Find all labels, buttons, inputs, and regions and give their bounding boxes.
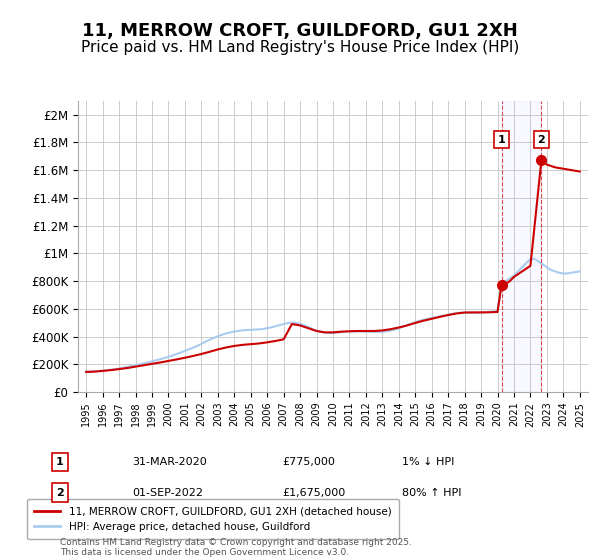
Text: Price paid vs. HM Land Registry's House Price Index (HPI): Price paid vs. HM Land Registry's House … bbox=[81, 40, 519, 55]
Text: £775,000: £775,000 bbox=[282, 457, 335, 467]
Text: 1% ↓ HPI: 1% ↓ HPI bbox=[402, 457, 454, 467]
Text: 80% ↑ HPI: 80% ↑ HPI bbox=[402, 488, 461, 498]
Text: 01-SEP-2022: 01-SEP-2022 bbox=[132, 488, 203, 498]
Bar bbox=[502, 101, 541, 392]
Legend: 11, MERROW CROFT, GUILDFORD, GU1 2XH (detached house), HPI: Average price, detac: 11, MERROW CROFT, GUILDFORD, GU1 2XH (de… bbox=[27, 499, 399, 539]
Text: 2: 2 bbox=[56, 488, 64, 498]
Text: Contains HM Land Registry data © Crown copyright and database right 2025.
This d: Contains HM Land Registry data © Crown c… bbox=[60, 538, 412, 557]
Text: £1,675,000: £1,675,000 bbox=[282, 488, 345, 498]
Text: 11, MERROW CROFT, GUILDFORD, GU1 2XH: 11, MERROW CROFT, GUILDFORD, GU1 2XH bbox=[82, 22, 518, 40]
Text: 1: 1 bbox=[56, 457, 64, 467]
Text: 31-MAR-2020: 31-MAR-2020 bbox=[132, 457, 207, 467]
Text: 1: 1 bbox=[498, 134, 506, 144]
Text: 2: 2 bbox=[538, 134, 545, 144]
